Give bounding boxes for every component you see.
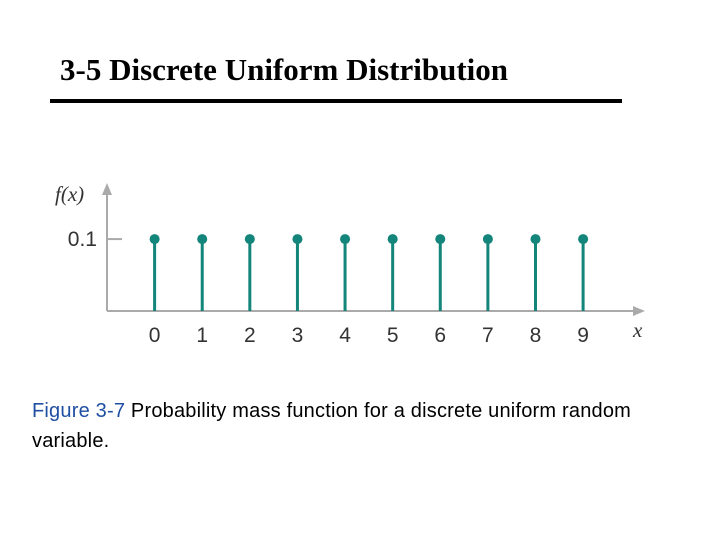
x-tick-label: 5	[387, 324, 399, 347]
caption-label: Figure 3-7	[32, 400, 126, 422]
x-tick-label: 0	[149, 324, 161, 347]
stem-marker	[244, 234, 255, 245]
stem-marker	[387, 234, 398, 245]
y-axis-label: f(x)	[55, 182, 84, 206]
x-tick-label: 2	[244, 324, 256, 347]
caption: Figure 3-7 Probability mass function for…	[32, 396, 682, 456]
chart: f(x) x 0.1 0 1 2 3 4 5 6 7 8 9	[55, 182, 645, 347]
x-axis-arrow	[633, 306, 645, 316]
x-tick-label: 3	[292, 324, 304, 347]
stem-marker	[578, 234, 589, 245]
stem-marker	[292, 234, 303, 245]
stem-marker	[149, 234, 160, 245]
slide-title: 3-5 Discrete Uniform Distribution	[60, 52, 509, 87]
x-tick-label: 7	[482, 324, 494, 347]
stem-marker	[340, 234, 351, 245]
x-tick-label: 6	[434, 324, 446, 347]
stem-marker	[482, 234, 493, 245]
stem-marker	[197, 234, 208, 245]
x-tick-label: 4	[339, 324, 351, 347]
stem-marker	[435, 234, 446, 245]
caption-text: Probability mass function for a discrete…	[32, 400, 632, 452]
y-axis-arrow	[102, 183, 112, 195]
x-axis-label: x	[632, 318, 643, 342]
stem-marker	[530, 234, 541, 245]
title-rule	[50, 99, 622, 103]
x-tick-label: 1	[196, 324, 208, 347]
x-tick-label: 8	[530, 324, 542, 347]
y-tick-label: 0.1	[68, 228, 97, 251]
x-tick-label: 9	[577, 324, 589, 347]
